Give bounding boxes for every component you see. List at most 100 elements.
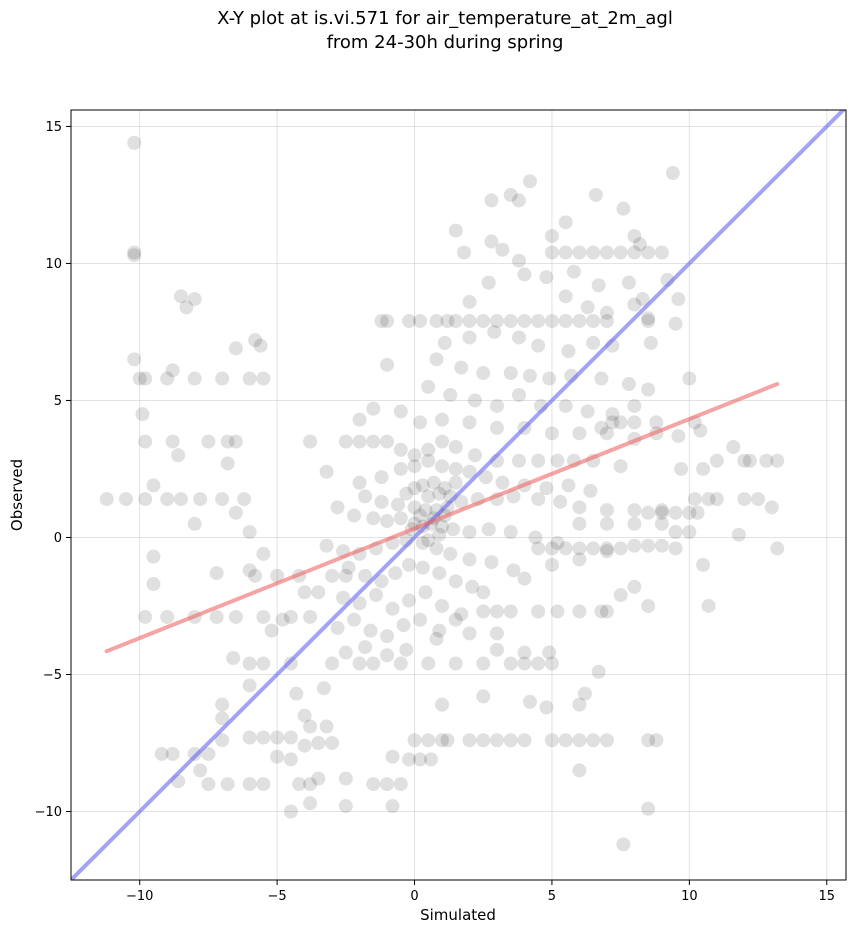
scatter-point bbox=[627, 415, 642, 430]
scatter-point bbox=[544, 557, 559, 572]
scatter-point bbox=[201, 746, 216, 761]
scatter-point bbox=[580, 300, 595, 315]
scatter-point bbox=[462, 330, 477, 345]
scatter-point bbox=[407, 448, 422, 463]
scatter-point bbox=[160, 609, 175, 624]
scatter-point bbox=[146, 549, 161, 564]
scatter-point bbox=[674, 461, 689, 476]
scatter-point bbox=[503, 366, 518, 381]
scatter-point bbox=[399, 486, 414, 501]
scatter-point bbox=[242, 777, 257, 792]
scatter-point bbox=[586, 541, 601, 556]
scatter-point bbox=[641, 313, 656, 328]
scatter-point bbox=[572, 541, 587, 556]
scatter-point bbox=[701, 492, 716, 507]
scatter-point bbox=[599, 541, 614, 556]
scatter-point bbox=[561, 344, 576, 359]
scatter-point bbox=[641, 598, 656, 613]
scatter-point bbox=[586, 245, 601, 260]
scatter-point bbox=[476, 313, 491, 328]
scatter-point bbox=[654, 503, 669, 518]
scatter-point bbox=[215, 711, 230, 726]
scatter-point bbox=[435, 412, 450, 427]
scatter-point bbox=[338, 799, 353, 814]
scatter-point bbox=[201, 434, 216, 449]
scatter-point bbox=[572, 313, 587, 328]
scatter-point bbox=[421, 442, 436, 457]
scatter-point bbox=[693, 423, 708, 438]
scatter-point bbox=[511, 253, 526, 268]
scatter-point bbox=[531, 313, 546, 328]
scatter-point bbox=[577, 686, 592, 701]
scatter-point bbox=[627, 229, 642, 244]
x-tick-label: 0 bbox=[410, 889, 418, 904]
scatter-point bbox=[599, 245, 614, 260]
scatter-point bbox=[462, 464, 477, 479]
scatter-point bbox=[297, 585, 312, 600]
scatter-point bbox=[270, 568, 285, 583]
scatter-point bbox=[641, 245, 656, 260]
x-tick-label: 5 bbox=[548, 889, 556, 904]
scatter-point bbox=[654, 505, 669, 520]
scatter-point bbox=[484, 234, 499, 249]
scatter-point bbox=[179, 300, 194, 315]
scatter-point bbox=[418, 585, 433, 600]
scatter-point bbox=[522, 174, 537, 189]
scatter-point bbox=[627, 245, 642, 260]
scatter-point bbox=[572, 763, 587, 778]
scatter-point bbox=[690, 505, 705, 520]
scatter-point bbox=[352, 475, 367, 490]
scatter-point bbox=[319, 464, 334, 479]
scatter-point bbox=[627, 579, 642, 594]
scatter-point bbox=[366, 434, 381, 449]
scatter-point bbox=[242, 656, 257, 671]
scatter-point bbox=[303, 796, 318, 811]
scatter-point bbox=[319, 538, 334, 553]
scatter-point bbox=[517, 313, 532, 328]
scatter-point bbox=[311, 585, 326, 600]
scatter-point bbox=[399, 642, 414, 657]
scatter-point bbox=[270, 730, 285, 745]
scatter-point bbox=[435, 459, 450, 474]
scatter-point bbox=[369, 588, 384, 603]
chart-title-line-2: from 24-30h during spring bbox=[327, 32, 564, 53]
scatter-point bbox=[448, 461, 463, 476]
scatter-point bbox=[621, 377, 636, 392]
scatter-point bbox=[522, 694, 537, 709]
scatter-point bbox=[407, 481, 422, 496]
scatter-point bbox=[421, 656, 436, 671]
scatter-point bbox=[325, 568, 340, 583]
scatter-point bbox=[385, 749, 400, 764]
scatter-point bbox=[553, 494, 568, 509]
scatter-point bbox=[209, 566, 224, 581]
scatter-point bbox=[605, 407, 620, 422]
scatter-point bbox=[448, 440, 463, 455]
scatter-point bbox=[187, 371, 202, 386]
scatter-point bbox=[330, 500, 345, 515]
scatter-point bbox=[476, 733, 491, 748]
scatter-point bbox=[127, 245, 142, 260]
scatter-point bbox=[696, 557, 711, 572]
y-tick-label: −10 bbox=[35, 805, 62, 820]
scatter-point bbox=[682, 371, 697, 386]
scatter-point bbox=[297, 738, 312, 753]
scatter-point bbox=[671, 429, 686, 444]
scatter-point bbox=[503, 313, 518, 328]
scatter-point bbox=[586, 335, 601, 350]
y-tick-label: 10 bbox=[45, 257, 62, 272]
scatter-point bbox=[435, 519, 450, 534]
scatter-point bbox=[437, 335, 452, 350]
scatter-point bbox=[380, 434, 395, 449]
scatter-point bbox=[418, 503, 433, 518]
scatter-point bbox=[654, 245, 669, 260]
scatter-point bbox=[641, 801, 656, 816]
scatter-point bbox=[696, 461, 711, 476]
scatter-point bbox=[154, 746, 169, 761]
scatter-point bbox=[594, 371, 609, 386]
scatter-point bbox=[448, 223, 463, 238]
scatter-point bbox=[737, 492, 752, 507]
scatter-point bbox=[358, 489, 373, 504]
scatter-point bbox=[311, 771, 326, 786]
scatter-point bbox=[283, 752, 298, 767]
scatter-point bbox=[641, 505, 656, 520]
